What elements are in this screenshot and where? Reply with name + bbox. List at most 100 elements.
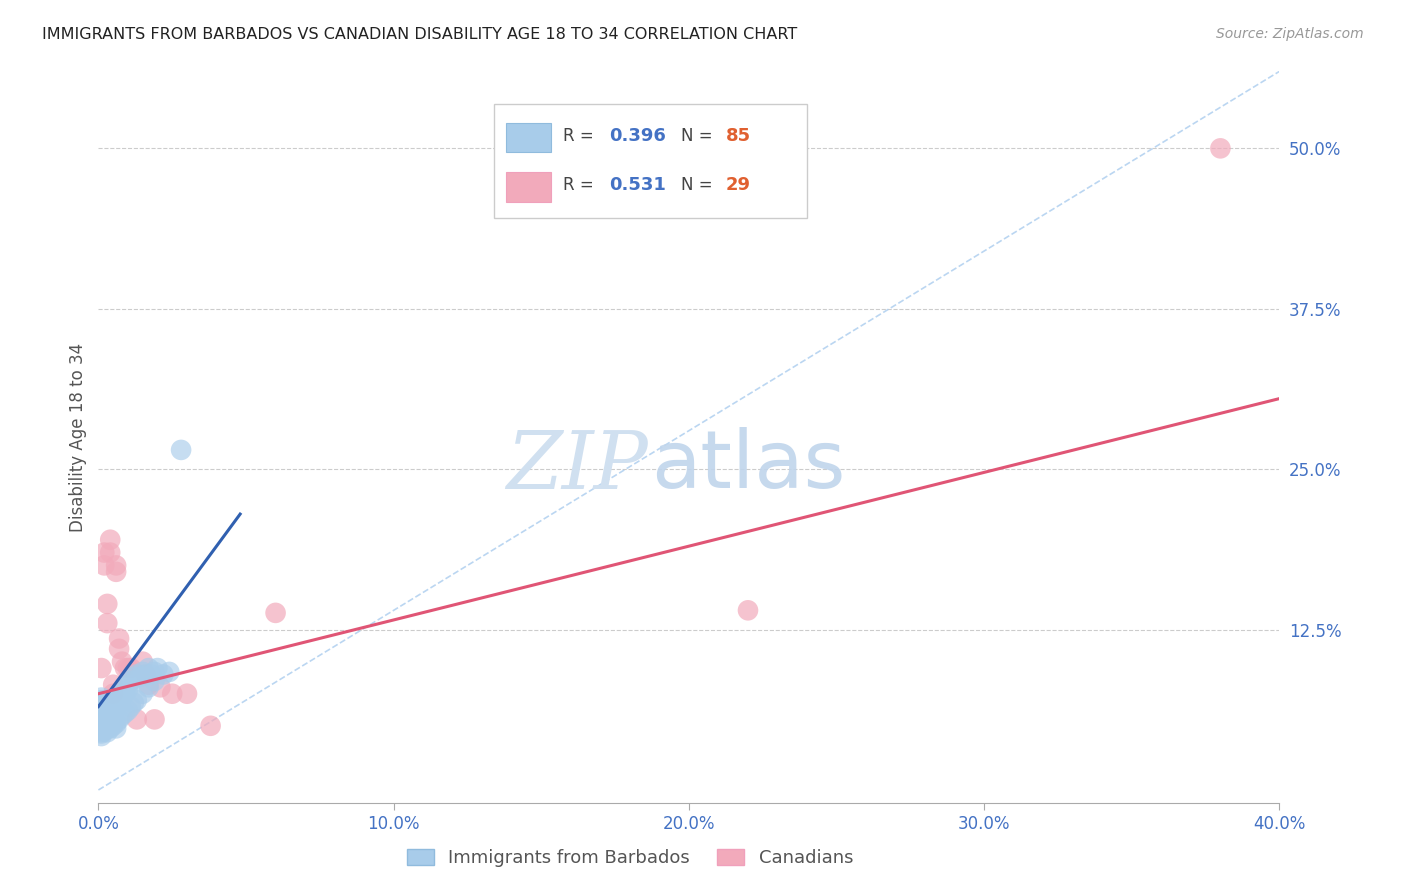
Point — [96, 703, 118, 717]
Text: 0.396: 0.396 — [609, 127, 665, 145]
Point — [143, 712, 166, 726]
Point — [93, 699, 115, 714]
Point — [93, 693, 115, 707]
Point — [149, 681, 172, 695]
Point — [90, 723, 112, 738]
Point — [93, 558, 115, 573]
Point — [135, 667, 157, 681]
Text: N =: N = — [681, 177, 717, 194]
Legend: Immigrants from Barbados, Canadians: Immigrants from Barbados, Canadians — [399, 841, 860, 874]
Point — [103, 678, 125, 692]
Point — [114, 681, 136, 695]
Point — [108, 641, 131, 656]
Point — [98, 716, 121, 731]
Point — [98, 696, 121, 710]
Point — [93, 708, 115, 723]
Point — [200, 719, 222, 733]
Text: R =: R = — [562, 177, 599, 194]
Point — [96, 708, 118, 723]
Point — [108, 687, 131, 701]
Point — [98, 708, 121, 723]
Point — [90, 699, 112, 714]
Y-axis label: Disability Age 18 to 34: Disability Age 18 to 34 — [69, 343, 87, 532]
Point — [96, 722, 118, 736]
Point — [96, 693, 118, 707]
Point — [138, 681, 160, 695]
Text: 29: 29 — [725, 177, 751, 194]
Point — [117, 703, 139, 717]
Point — [105, 722, 128, 736]
Point — [122, 670, 145, 684]
FancyBboxPatch shape — [494, 104, 807, 218]
Point — [132, 687, 155, 701]
Point — [90, 706, 112, 720]
Point — [90, 708, 112, 723]
Point — [1209, 141, 1232, 155]
Point — [98, 533, 121, 547]
Point — [105, 565, 128, 579]
Point — [98, 706, 121, 720]
Point — [111, 655, 134, 669]
Point — [132, 665, 155, 679]
Point — [128, 670, 150, 684]
Point — [108, 712, 131, 726]
Text: R =: R = — [562, 127, 599, 145]
Point — [111, 708, 134, 723]
Point — [103, 706, 125, 720]
Point — [93, 696, 115, 710]
Point — [90, 722, 112, 736]
Point — [98, 545, 121, 559]
Point — [103, 696, 125, 710]
Text: 0.531: 0.531 — [609, 177, 665, 194]
Point — [162, 687, 183, 701]
Point — [90, 716, 112, 731]
Point — [114, 706, 136, 720]
Point — [90, 690, 112, 705]
Point — [138, 661, 160, 675]
Text: ZIP: ZIP — [506, 427, 648, 505]
Point — [176, 687, 198, 701]
Point — [157, 665, 180, 679]
Point — [105, 693, 128, 707]
Point — [93, 712, 115, 726]
Point — [93, 719, 115, 733]
Point — [737, 603, 759, 617]
Text: atlas: atlas — [651, 427, 845, 506]
Point — [125, 667, 148, 681]
Point — [120, 699, 142, 714]
Point — [96, 702, 118, 716]
Point — [90, 661, 112, 675]
Point — [146, 661, 169, 675]
Point — [135, 667, 157, 681]
Point — [132, 655, 155, 669]
Point — [90, 693, 112, 707]
Point — [125, 712, 148, 726]
Point — [90, 719, 112, 733]
Point — [264, 606, 287, 620]
Point — [90, 703, 112, 717]
Point — [120, 661, 142, 675]
Point — [114, 687, 136, 701]
Point — [96, 597, 118, 611]
Point — [93, 703, 115, 717]
Point — [96, 699, 118, 714]
Point — [105, 699, 128, 714]
Point — [143, 673, 166, 688]
Point — [108, 632, 131, 646]
Point — [108, 696, 131, 710]
Point — [103, 719, 125, 733]
Point — [105, 716, 128, 731]
Point — [120, 673, 142, 688]
Point — [93, 706, 115, 720]
Point — [93, 722, 115, 736]
Point — [105, 696, 128, 710]
Point — [98, 699, 121, 714]
Point — [96, 712, 118, 726]
Text: 85: 85 — [725, 127, 751, 145]
Point — [122, 696, 145, 710]
Point — [103, 687, 125, 701]
Point — [125, 693, 148, 707]
Point — [152, 667, 174, 681]
Point — [114, 661, 136, 675]
Point — [96, 706, 118, 720]
